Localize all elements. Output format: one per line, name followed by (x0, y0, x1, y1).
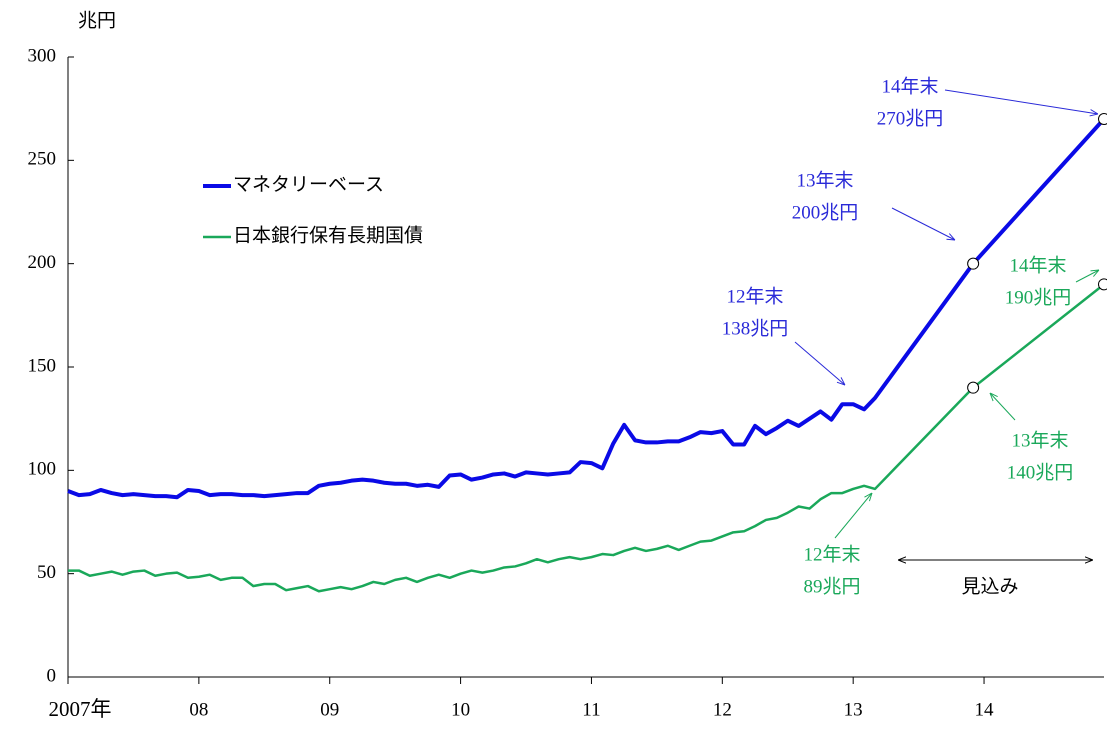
x-tick-label: 2007年 (49, 697, 112, 721)
series-line (68, 119, 1104, 497)
arrow (835, 493, 872, 538)
series-line (68, 284, 1104, 591)
y-tick-label: 100 (28, 459, 57, 480)
arrow (990, 393, 1015, 420)
annotation: 見込み (961, 575, 1018, 597)
x-tick-label: 13 (844, 699, 863, 720)
y-tick-label: 150 (28, 355, 57, 376)
annotation: 190兆円 (1005, 286, 1072, 308)
annotation: 140兆円 (1007, 461, 1074, 483)
y-tick-label: 300 (28, 45, 57, 66)
legend-label: 日本銀行保有長期国債 (233, 224, 423, 246)
x-tick-label: 10 (451, 699, 470, 720)
annotation: 89兆円 (803, 575, 860, 597)
annotation: 13年末 (1011, 429, 1068, 451)
annotation: 12年末 (803, 543, 860, 565)
annotation: 200兆円 (792, 201, 859, 223)
arrow (1076, 270, 1099, 282)
point-marker (968, 382, 979, 393)
annotation: 270兆円 (877, 107, 944, 129)
legend-label: マネタリーベース (233, 173, 384, 195)
point-marker (968, 258, 979, 269)
x-tick-label: 12 (713, 699, 732, 720)
y-tick-label: 0 (47, 665, 57, 686)
y-tick-label: 200 (28, 252, 57, 273)
arrow (892, 208, 955, 240)
annotation: 14年末 (881, 75, 938, 97)
y-tick-label: 250 (28, 149, 57, 170)
x-tick-label: 09 (320, 699, 339, 720)
point-marker (1099, 279, 1107, 290)
annotation: 13年末 (796, 169, 853, 191)
x-tick-label: 08 (189, 699, 208, 720)
annotation: 138兆円 (722, 317, 789, 339)
annotation: 14年末 (1009, 254, 1066, 276)
x-tick-label: 14 (975, 699, 995, 720)
point-marker (1099, 114, 1107, 125)
x-tick-label: 11 (582, 699, 600, 720)
annotation: 12年末 (726, 285, 783, 307)
y-axis-label: 兆円 (78, 9, 116, 31)
arrow (945, 90, 1098, 114)
arrow (795, 342, 845, 385)
y-tick-label: 50 (37, 562, 56, 583)
